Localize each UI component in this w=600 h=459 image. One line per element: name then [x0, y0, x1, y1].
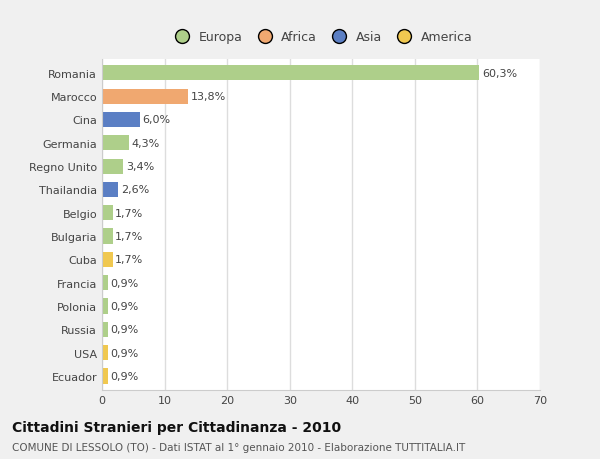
Bar: [102, 66, 479, 81]
Text: Cittadini Stranieri per Cittadinanza - 2010: Cittadini Stranieri per Cittadinanza - 2…: [12, 420, 341, 434]
Text: 13,8%: 13,8%: [191, 92, 226, 102]
Bar: [102, 299, 107, 314]
Bar: [102, 206, 113, 221]
Bar: [102, 112, 140, 128]
Text: 4,3%: 4,3%: [131, 139, 160, 148]
Text: 1,7%: 1,7%: [115, 208, 143, 218]
Text: 3,4%: 3,4%: [126, 162, 154, 172]
Text: 6,0%: 6,0%: [142, 115, 170, 125]
Text: 0,9%: 0,9%: [110, 302, 139, 311]
Legend: Europa, Africa, Asia, America: Europa, Africa, Asia, America: [164, 26, 478, 49]
Text: 2,6%: 2,6%: [121, 185, 149, 195]
Bar: [102, 322, 107, 337]
Bar: [102, 90, 188, 105]
Bar: [102, 275, 107, 291]
Text: 0,9%: 0,9%: [110, 348, 139, 358]
Bar: [102, 136, 129, 151]
Text: 0,9%: 0,9%: [110, 325, 139, 335]
Text: COMUNE DI LESSOLO (TO) - Dati ISTAT al 1° gennaio 2010 - Elaborazione TUTTITALIA: COMUNE DI LESSOLO (TO) - Dati ISTAT al 1…: [12, 442, 465, 452]
Text: 60,3%: 60,3%: [482, 69, 517, 78]
Text: 0,9%: 0,9%: [110, 371, 139, 381]
Text: 0,9%: 0,9%: [110, 278, 139, 288]
Bar: [102, 159, 123, 174]
Text: 1,7%: 1,7%: [115, 231, 143, 241]
Bar: [102, 229, 113, 244]
Bar: [102, 369, 107, 384]
Bar: [102, 252, 113, 268]
Text: 1,7%: 1,7%: [115, 255, 143, 265]
Bar: [102, 345, 107, 360]
Bar: [102, 182, 118, 197]
